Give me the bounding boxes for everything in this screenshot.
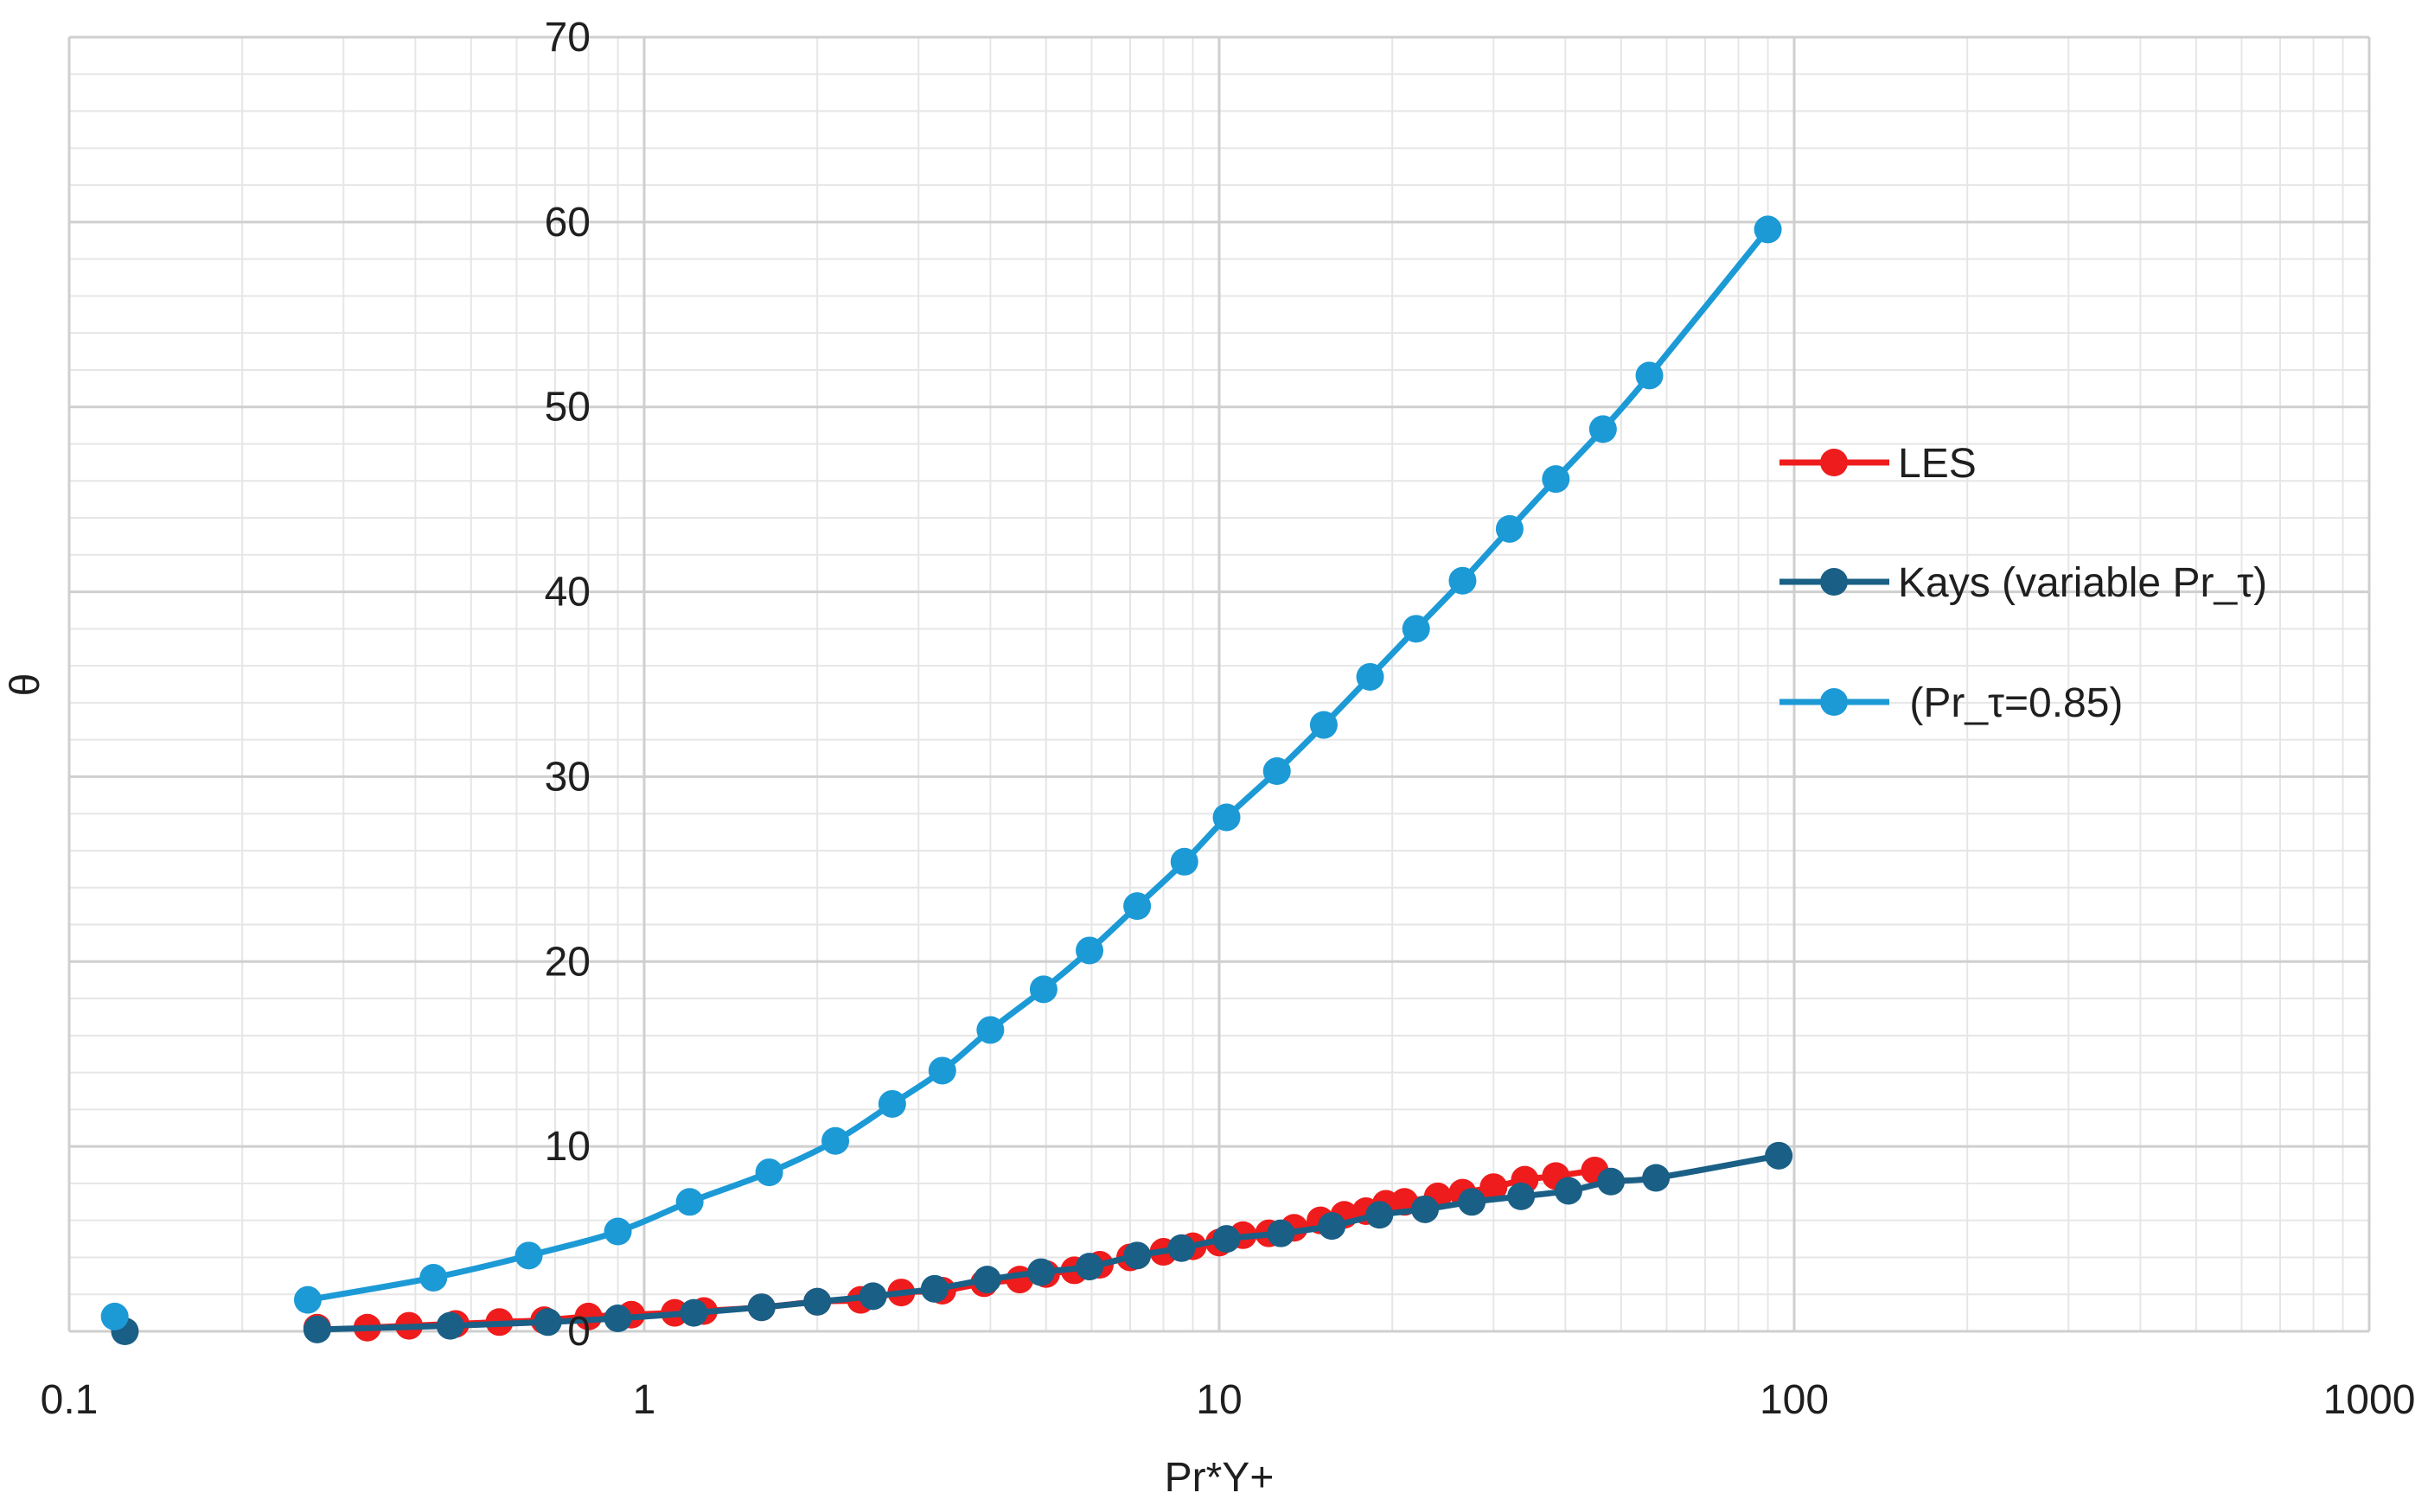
y-tick-label: 30 [545, 754, 591, 800]
data-point [100, 1302, 129, 1330]
data-point [859, 1282, 887, 1311]
data-point [976, 1016, 1005, 1044]
x-tick-label: 100 [1760, 1377, 1829, 1423]
y-tick-label: 60 [545, 200, 591, 246]
data-point [1167, 1234, 1196, 1262]
data-point [1262, 757, 1291, 786]
data-point [1588, 415, 1617, 443]
data-point [604, 1217, 632, 1246]
x-tick-label: 10 [1196, 1377, 1242, 1423]
data-point [1123, 1241, 1152, 1270]
data-point [1026, 1258, 1055, 1286]
data-point [1542, 465, 1570, 494]
data-point [1365, 1201, 1394, 1229]
data-point [1356, 662, 1384, 691]
data-point [1642, 1164, 1671, 1192]
legend-swatch-marker [1820, 568, 1848, 596]
data-point [436, 1311, 464, 1340]
data-point [303, 1315, 331, 1343]
data-point [1170, 847, 1198, 876]
data-point [973, 1266, 1001, 1294]
series-1 [111, 1141, 1793, 1345]
legend-item: Kays (variable Pr_τ) [1779, 560, 2267, 606]
x-tick-labels: 0.1 1 10 100 1000 [41, 1377, 2416, 1423]
data-point [821, 1126, 850, 1155]
x-axis-title: Pr*Y+ [1165, 1455, 1275, 1501]
legend-item: LES [1779, 441, 1977, 487]
legend-swatch-marker [1820, 688, 1848, 716]
x-tick-label: 1 [633, 1377, 656, 1423]
legend-label: LES [1898, 441, 1977, 487]
y-tick-label: 70 [545, 15, 591, 61]
y-tick-label: 10 [545, 1124, 591, 1170]
data-point [1402, 615, 1430, 643]
data-point [1076, 1253, 1104, 1281]
y-tick-label: 40 [545, 570, 591, 616]
data-point [1318, 1212, 1346, 1241]
data-point [1123, 892, 1152, 921]
data-point [1212, 803, 1241, 832]
legend-label: Kays (variable Pr_τ) [1898, 560, 2267, 606]
data-point [920, 1274, 949, 1303]
series-layer [100, 215, 1793, 1345]
legend-swatch-marker [1820, 449, 1848, 476]
x-tick-label: 1000 [2323, 1377, 2416, 1423]
data-point [1495, 514, 1524, 543]
data-point [1635, 361, 1664, 390]
series-2 [100, 215, 1782, 1330]
data-point [419, 1263, 448, 1292]
data-point [1029, 975, 1057, 1004]
data-point [675, 1188, 704, 1216]
data-point [680, 1298, 708, 1327]
data-point [1309, 711, 1338, 739]
data-point [514, 1241, 543, 1270]
legend-item: (Pr_τ=0.85) [1779, 680, 2123, 726]
x-tick-label: 0.1 [41, 1377, 99, 1423]
data-point [1765, 1141, 1793, 1170]
data-point [928, 1056, 956, 1085]
data-point [1479, 1173, 1508, 1202]
data-point [1448, 566, 1477, 595]
data-point [1411, 1195, 1440, 1223]
data-point [534, 1308, 562, 1337]
y-tick-label: 50 [545, 385, 591, 431]
y-axis-title: θ [3, 673, 48, 697]
data-point [803, 1287, 832, 1316]
data-point [1267, 1219, 1295, 1247]
data-point [878, 1089, 906, 1118]
data-point [1076, 936, 1104, 965]
legend-label: (Pr_τ=0.85) [1898, 680, 2123, 726]
data-point [1754, 215, 1782, 244]
data-point [1597, 1167, 1626, 1196]
data-point [1458, 1188, 1486, 1216]
legend: LES Kays (variable Pr_τ) (Pr_τ=0.85) [1779, 441, 2267, 726]
data-point [293, 1286, 322, 1314]
y-tick-label: 0 [567, 1309, 591, 1355]
data-point [1212, 1225, 1241, 1254]
data-point [604, 1305, 632, 1333]
y-tick-labels: 0 10 20 30 40 50 60 70 [545, 15, 591, 1355]
data-point [1507, 1182, 1536, 1210]
y-tick-label: 20 [545, 939, 591, 985]
data-point [1554, 1177, 1582, 1205]
data-point [747, 1293, 776, 1322]
data-point [755, 1158, 783, 1187]
